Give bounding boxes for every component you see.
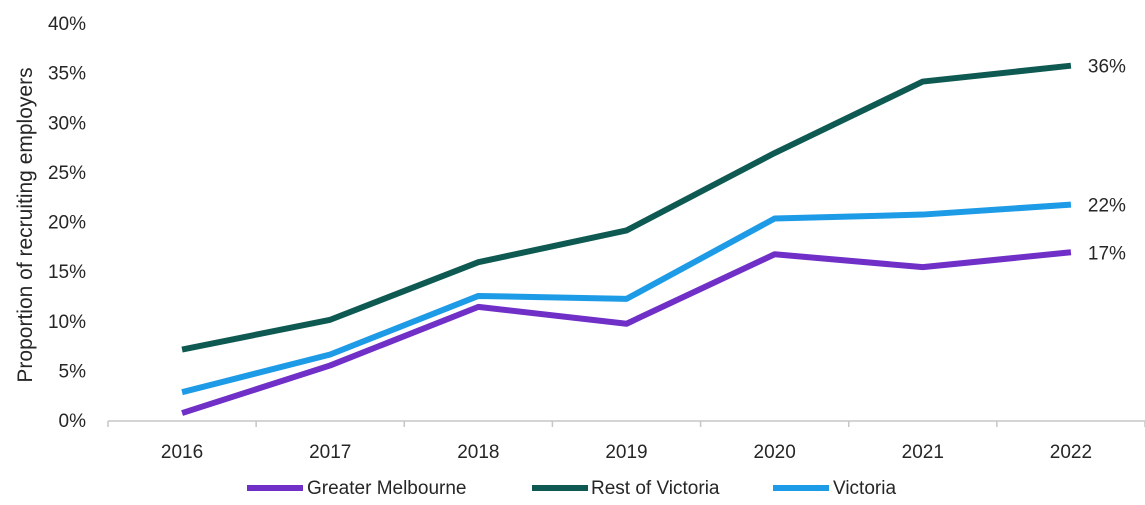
y-tick-label: 20% <box>48 213 86 234</box>
legend: Greater Melbourne Rest of Victoria Victori… <box>247 478 896 499</box>
y-tick-label: 25% <box>48 163 86 184</box>
series-line-victoria <box>181 201 1072 396</box>
x-tick-label: 2017 <box>309 442 351 463</box>
x-tick-label: 2018 <box>457 442 499 463</box>
x-tick-label: 2016 <box>161 442 203 463</box>
y-tick-label: 40% <box>48 14 86 35</box>
x-tick-label: 2021 <box>902 442 944 463</box>
x-tick-label: 2022 <box>1050 442 1092 463</box>
data-label: 17% <box>1088 243 1126 264</box>
y-tick-label: 5% <box>59 361 87 382</box>
x-axis: 2016 2017 2018 2019 2020 2021 2022 <box>107 421 1145 463</box>
y-tick-label: 15% <box>48 262 86 283</box>
legend-label: Rest of Victoria <box>591 478 720 499</box>
x-tick-label: 2019 <box>605 442 647 463</box>
y-tick-label: 30% <box>48 113 86 134</box>
series-line-greater-melbourne <box>181 249 1072 416</box>
legend-label: Victoria <box>833 478 896 499</box>
legend-label: Greater Melbourne <box>307 478 466 499</box>
y-tick-label: 10% <box>48 312 86 333</box>
x-tick-label: 2020 <box>754 442 796 463</box>
y-axis: 0% 5% 10% 15% 20% 25% 30% 35% 40% <box>48 14 86 432</box>
series-lines <box>181 62 1072 416</box>
y-axis-label: Proportion of recruiting employers <box>14 67 37 382</box>
y-tick-label: 0% <box>59 411 87 432</box>
y-tick-label: 35% <box>48 64 86 85</box>
data-label: 36% <box>1088 57 1126 78</box>
series-line-rest-of-victoria <box>181 62 1072 353</box>
end-labels: 17% 36% 22% <box>1088 57 1126 265</box>
data-label: 22% <box>1088 196 1126 217</box>
